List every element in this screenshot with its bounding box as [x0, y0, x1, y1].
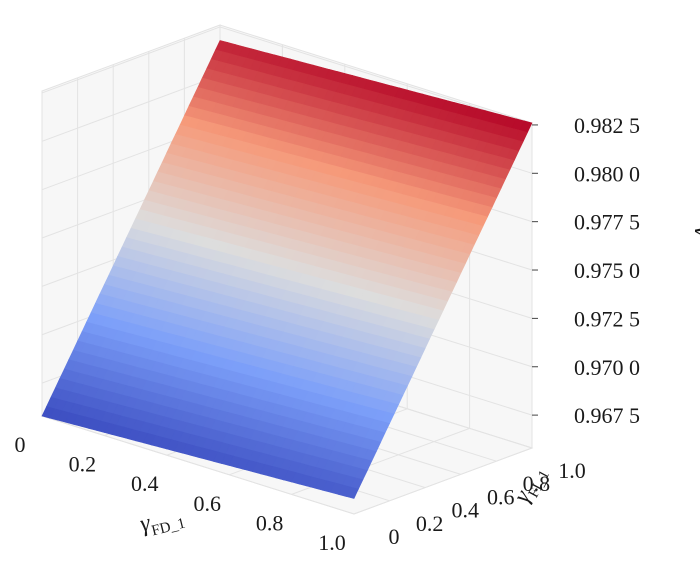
- y-tick-label: 0.6: [487, 484, 515, 509]
- grid-line: [41, 26, 221, 94]
- surface-mesh: [41, 40, 533, 499]
- grid-line: [219, 26, 533, 126]
- z-tick-label: 0.967 5: [574, 403, 640, 428]
- y-tick-label: 1.0: [558, 458, 586, 483]
- x-tick-label: 0: [15, 432, 26, 457]
- y-tick-label: 0.2: [416, 511, 444, 536]
- z-tick-label: 0.972 5: [574, 306, 640, 331]
- z-tick-label: 0.970 0: [574, 355, 640, 380]
- z-tick-label: 0.977 5: [574, 210, 640, 235]
- tick-labels: 0 0.2 0.4 0.6 0.8 1.0 0 0.2 0.4 0.6 0.8 1.0 0.967 5 0…: [15, 113, 641, 555]
- y-tick-label: 0.8: [523, 471, 551, 496]
- grid-line: [41, 74, 221, 142]
- z-tick-label: 0.980 0: [574, 161, 640, 186]
- x-tick-label: 0.8: [256, 510, 284, 535]
- z-tick-label: 0.975 0: [574, 258, 640, 283]
- y-tick-label: 0.4: [451, 498, 479, 523]
- x-tick-label: 0.2: [69, 452, 97, 477]
- grid-line: [41, 415, 355, 515]
- z-tick-label: 0.982 5: [574, 113, 640, 138]
- surface-cell: [345, 486, 359, 499]
- grid-line: [353, 447, 533, 515]
- y-axis-label: γFI_1: [509, 461, 553, 508]
- x-tick-label: 0.4: [131, 471, 159, 496]
- x-axis-label: γFD_1: [137, 502, 187, 542]
- x-tick-label: 0.6: [193, 491, 221, 516]
- y-tick-label: 0: [389, 524, 400, 549]
- x-tick-label: 1.0: [318, 530, 346, 555]
- z-axis-label: A0_1: [691, 203, 700, 242]
